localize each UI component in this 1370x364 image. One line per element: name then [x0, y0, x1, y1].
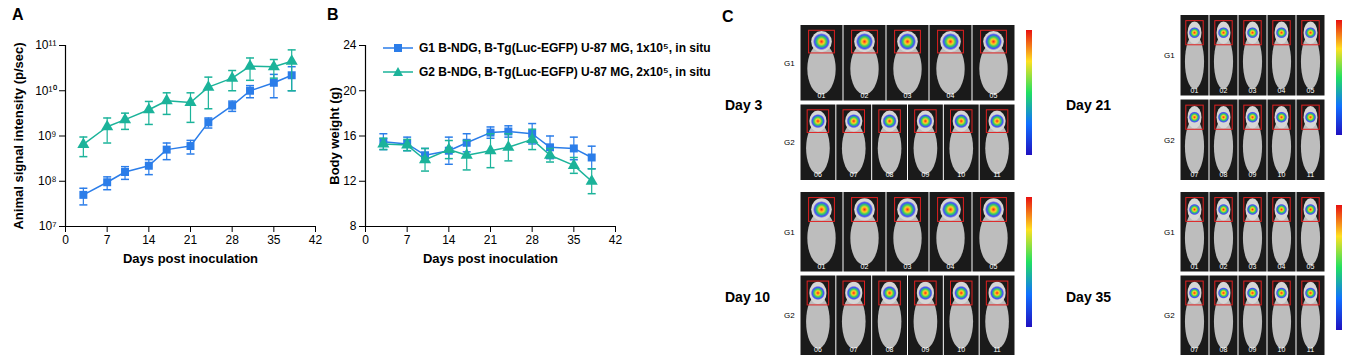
svg-text:08: 08	[886, 171, 894, 178]
svg-text:07: 07	[1191, 346, 1199, 353]
svg-text:Days post inoculation: Days post inoculation	[423, 251, 558, 266]
svg-text:Day 35: Day 35	[1066, 289, 1111, 305]
svg-text:G1: G1	[784, 228, 795, 237]
svg-text:42: 42	[609, 233, 623, 247]
html-text:G2 B-NDG, B-Tg(Luc-EGFP) U-87: G2 B-NDG, B-Tg(Luc-EGFP) U-87 MG, 2x10⁵,…	[419, 65, 711, 79]
svg-text:Day 10: Day 10	[725, 289, 770, 305]
svg-text:8: 8	[350, 219, 357, 233]
svg-text:01: 01	[818, 92, 826, 99]
svg-text:10: 10	[957, 346, 965, 353]
svg-text:21: 21	[484, 233, 498, 247]
svg-text:02: 02	[861, 92, 869, 99]
svg-text:14: 14	[142, 233, 156, 247]
svg-text:01: 01	[1191, 87, 1199, 94]
svg-text:28: 28	[225, 233, 239, 247]
svg-text:24: 24	[343, 38, 357, 52]
svg-text:10: 10	[957, 171, 965, 178]
svg-text:Day 3: Day 3	[725, 97, 763, 113]
svg-text:12: 12	[343, 174, 357, 188]
svg-text:16: 16	[343, 129, 357, 143]
svg-text:C: C	[722, 8, 734, 25]
svg-text:10: 10	[1278, 346, 1286, 353]
svg-text:05: 05	[990, 263, 998, 270]
svg-text:05: 05	[990, 92, 998, 99]
svg-text:10¹⁰: 10¹⁰	[35, 84, 56, 98]
svg-text:21: 21	[184, 233, 198, 247]
svg-text:35: 35	[567, 233, 581, 247]
svg-text:02: 02	[861, 263, 869, 270]
svg-text:11: 11	[1307, 346, 1314, 353]
svg-text:42: 42	[309, 233, 323, 247]
svg-text:09: 09	[1249, 171, 1257, 178]
svg-text:G2: G2	[1164, 311, 1175, 320]
svg-text:G1: G1	[1164, 228, 1175, 237]
svg-text:G2: G2	[1164, 136, 1175, 145]
svg-text:11: 11	[993, 346, 1000, 353]
svg-text:G2: G2	[784, 138, 795, 147]
svg-text:Body weight (g): Body weight (g)	[327, 87, 342, 185]
svg-text:02: 02	[1220, 87, 1228, 94]
svg-text:09: 09	[1249, 346, 1257, 353]
svg-text:11: 11	[1307, 171, 1314, 178]
svg-text:0: 0	[362, 233, 369, 247]
svg-text:7: 7	[104, 233, 111, 247]
svg-text:05: 05	[1307, 87, 1315, 94]
svg-text:04: 04	[1278, 87, 1286, 94]
svg-text:0: 0	[62, 233, 69, 247]
svg-text:03: 03	[904, 263, 912, 270]
svg-text:04: 04	[947, 263, 955, 270]
html-text:A: A	[12, 6, 24, 23]
svg-text:28: 28	[525, 233, 539, 247]
svg-text:01: 01	[1191, 263, 1199, 270]
svg-text:01: 01	[818, 263, 826, 270]
svg-text:08: 08	[1220, 171, 1228, 178]
svg-text:03: 03	[904, 92, 912, 99]
svg-text:05: 05	[1307, 263, 1315, 270]
svg-text:08: 08	[886, 346, 894, 353]
svg-text:07: 07	[1191, 171, 1199, 178]
svg-text:Day 21: Day 21	[1066, 97, 1111, 113]
html-text:G1 B-NDG, B-Tg(Luc-EGFP) U-87: G1 B-NDG, B-Tg(Luc-EGFP) U-87 MG, 1x10⁵,…	[419, 41, 711, 55]
svg-text:10⁹: 10⁹	[38, 129, 57, 143]
svg-text:7: 7	[404, 233, 411, 247]
svg-text:02: 02	[1220, 263, 1228, 270]
svg-text:06: 06	[814, 346, 822, 353]
svg-text:09: 09	[922, 171, 930, 178]
svg-text:03: 03	[1249, 87, 1257, 94]
svg-text:11: 11	[993, 171, 1000, 178]
svg-text:09: 09	[922, 346, 930, 353]
svg-text:04: 04	[1278, 263, 1286, 270]
svg-text:10⁸: 10⁸	[38, 174, 56, 188]
svg-text:35: 35	[267, 233, 281, 247]
svg-text:08: 08	[1220, 346, 1228, 353]
svg-text:06: 06	[814, 171, 822, 178]
svg-text:04: 04	[947, 92, 955, 99]
svg-text:07: 07	[850, 171, 858, 178]
svg-text:10: 10	[1278, 171, 1286, 178]
svg-text:07: 07	[850, 346, 858, 353]
svg-text:10⁷: 10⁷	[39, 219, 57, 233]
svg-text:G2: G2	[784, 311, 795, 320]
svg-text:14: 14	[442, 233, 456, 247]
svg-text:G1: G1	[784, 59, 795, 68]
svg-text:03: 03	[1249, 263, 1257, 270]
svg-text:Animal signal intensity (p/sec: Animal signal intensity (p/sec)	[11, 42, 26, 229]
html-text:B: B	[327, 6, 339, 23]
svg-text:Days post inoculation: Days post inoculation	[123, 251, 258, 266]
svg-text:20: 20	[343, 84, 357, 98]
svg-text:10¹¹: 10¹¹	[35, 38, 56, 52]
svg-text:G1: G1	[1164, 51, 1175, 60]
